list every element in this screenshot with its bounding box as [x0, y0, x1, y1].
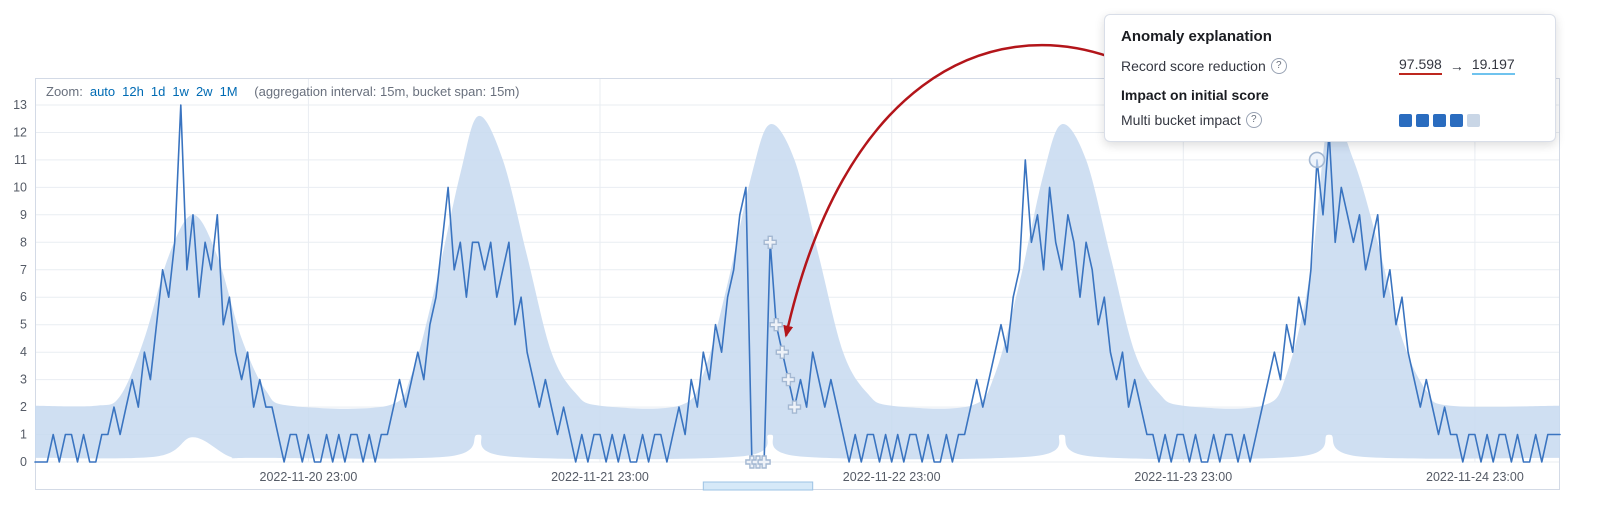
aggregation-interval-note: (aggregation interval: 15m, bucket span:…: [254, 84, 520, 99]
popover-title: Anomaly explanation: [1121, 28, 1272, 45]
zoom-option-12h[interactable]: 12h: [122, 84, 144, 99]
multi-bucket-label-text: Multi bucket impact: [1121, 112, 1241, 128]
zoom-options: auto 12h 1d 1w 2w 1M: [83, 84, 238, 99]
zoom-option-1M[interactable]: 1M: [219, 84, 238, 99]
score-after: 19.197: [1471, 56, 1515, 75]
y-axis-tick-label: 13: [13, 98, 27, 112]
help-icon[interactable]: ?: [1270, 57, 1287, 74]
y-axis-tick-label: 10: [13, 180, 27, 194]
impact-heading: Impact on initial score: [1121, 87, 1269, 103]
record-score-values: 97.598 → 19.197: [1399, 56, 1539, 75]
record-score-label-text: Record score reduction: [1121, 57, 1266, 74]
x-axis-tick-label: 2022-11-22 23:00: [843, 470, 941, 484]
anomaly-markers: [745, 151, 1326, 469]
impact-square: [1416, 113, 1429, 127]
annotation-arrow: [783, 43, 1111, 338]
impact-indicator: [1399, 113, 1539, 127]
y-axis-tick-label: 2: [20, 400, 27, 414]
multi-bucket-anomaly-marker[interactable]: [757, 455, 771, 469]
y-axis-tick-label: 3: [20, 373, 27, 387]
y-axis-tick-label: 12: [13, 126, 27, 140]
score-before: 97.598: [1399, 56, 1442, 75]
x-axis-tick-label: 2022-11-21 23:00: [551, 470, 649, 484]
multi-bucket-anomaly-marker[interactable]: [769, 318, 783, 332]
impact-square: [1433, 113, 1446, 127]
anomaly-point-marker[interactable]: [1308, 151, 1326, 169]
anomaly-explanation-popover: Anomaly explanation Record score reducti…: [1104, 14, 1556, 142]
impact-square: [1467, 113, 1480, 127]
multi-bucket-anomaly-marker[interactable]: [775, 345, 789, 359]
impact-square: [1399, 113, 1412, 127]
context-selection-brush[interactable]: [702, 481, 814, 491]
y-axis-tick-label: 11: [14, 153, 27, 167]
x-axis-tick-label: 2022-11-24 23:00: [1426, 470, 1524, 484]
help-icon[interactable]: ?: [1245, 112, 1262, 128]
actual-value-line: [34, 104, 1561, 463]
record-score-row: Record score reduction ? 97.598 → 19.197: [1121, 56, 1539, 75]
arrow-right-icon: →: [1449, 57, 1464, 74]
y-axis-tick-label: 0: [20, 455, 27, 469]
y-axis-tick-label: 9: [20, 208, 27, 222]
record-score-label: Record score reduction ?: [1121, 57, 1399, 74]
multi-bucket-anomaly-marker[interactable]: [763, 235, 777, 249]
zoom-option-auto[interactable]: auto: [89, 84, 116, 99]
multi-bucket-row: Multi bucket impact ?: [1121, 112, 1539, 128]
y-axis-tick-label: 7: [20, 263, 27, 277]
zoom-option-2w[interactable]: 2w: [195, 84, 213, 99]
impact-square: [1450, 113, 1463, 127]
zoom-label: Zoom:: [46, 84, 83, 99]
multi-bucket-anomaly-marker[interactable]: [781, 372, 796, 387]
zoom-option-1d[interactable]: 1d: [150, 84, 166, 99]
y-axis-tick-label: 4: [20, 345, 27, 359]
y-axis-tick-label: 6: [20, 290, 27, 304]
x-axis-tick-label: 2022-11-20 23:00: [260, 470, 358, 484]
y-axis-tick-label: 1: [20, 428, 27, 442]
y-axis-tick-label: 5: [20, 318, 27, 332]
y-axis-tick-label: 8: [20, 235, 27, 249]
zoom-controls: Zoom: auto 12h 1d 1w 2w 1M (aggregation interv…: [46, 84, 519, 99]
zoom-option-1w[interactable]: 1w: [172, 84, 189, 99]
multi-bucket-anomaly-marker[interactable]: [787, 400, 802, 414]
multi-bucket-label: Multi bucket impact ?: [1121, 112, 1399, 128]
x-axis-tick-label: 2022-11-23 23:00: [1134, 470, 1232, 484]
